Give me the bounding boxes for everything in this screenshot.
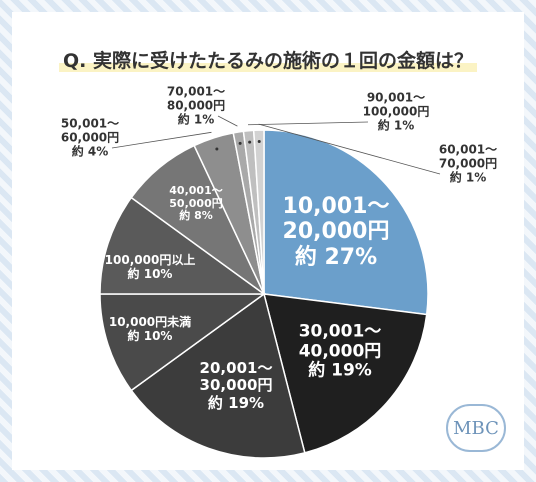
category-label: 100,000円以上: [104, 253, 196, 268]
leader-dot: [215, 147, 219, 151]
leader-dot: [248, 140, 252, 144]
pie-slice: [262, 293, 428, 454]
leader-line: [217, 115, 238, 127]
chart-title: Q. 実際に受けたたるみの施術の１回の金額は？: [59, 50, 477, 72]
value-label: 約 4%: [71, 143, 109, 158]
leader-line: [258, 123, 441, 175]
category-label: 50,001～ 60,000円: [60, 116, 120, 145]
pie-slice: [99, 293, 267, 392]
pie-slice: [99, 196, 267, 295]
pie-slice: [263, 129, 429, 316]
value-label: 約 10%: [127, 329, 173, 343]
leader-dot: [257, 140, 261, 144]
category-label: 10,001～ 20,000円: [282, 194, 390, 245]
value-label: 約 1%: [177, 111, 215, 126]
slice-label: 90,001～ 100,000円約 1%: [363, 91, 430, 132]
category-label: 20,001～ 30,000円: [199, 359, 273, 395]
logo: MBC: [446, 404, 506, 452]
slice-label: 20,001～ 30,000円約 19%: [200, 360, 273, 412]
category-label: 70,001～ 80,000円: [166, 84, 226, 113]
slice-label: 60,001～ 70,000円約 1%: [439, 143, 497, 184]
title-box: Q. 実際に受けたたるみの施術の１回の金額は？: [0, 46, 536, 73]
slice-label: 10,001～ 20,000円約 27%: [283, 194, 390, 270]
value-label: 約 27%: [294, 244, 378, 270]
category-label: 60,001～ 70,000円: [438, 142, 498, 171]
value-label: 約 8%: [179, 209, 213, 223]
category-label: 30,001～ 40,000円: [298, 321, 382, 362]
slice-label: 30,001～ 40,000円約 19%: [298, 321, 382, 382]
pie-slice: [252, 129, 265, 295]
leader-dot: [238, 141, 242, 145]
pie-slice: [130, 292, 306, 459]
value-label: 約 10%: [127, 267, 173, 281]
value-label: 約 1%: [449, 169, 487, 184]
category-label: 40,001～ 50,000円: [169, 184, 223, 210]
slice-label: 100,000円以上約 10%: [104, 253, 196, 282]
leader-line: [247, 121, 369, 126]
value-label: 約 19%: [308, 360, 372, 381]
category-label: 10,000円未満: [108, 315, 192, 330]
value-label: 約 19%: [207, 393, 265, 412]
slice-label: 40,001～ 50,000円約 8%: [169, 184, 223, 223]
slice-label: 10,000円未満約 10%: [108, 315, 192, 344]
value-label: 約 1%: [377, 117, 415, 132]
category-label: 90,001～ 100,000円: [362, 90, 430, 119]
slice-label: 70,001～ 80,000円約 1%: [167, 85, 225, 126]
slice-label: 50,001～ 60,000円約 4%: [61, 117, 119, 158]
leader-line: [111, 131, 212, 149]
